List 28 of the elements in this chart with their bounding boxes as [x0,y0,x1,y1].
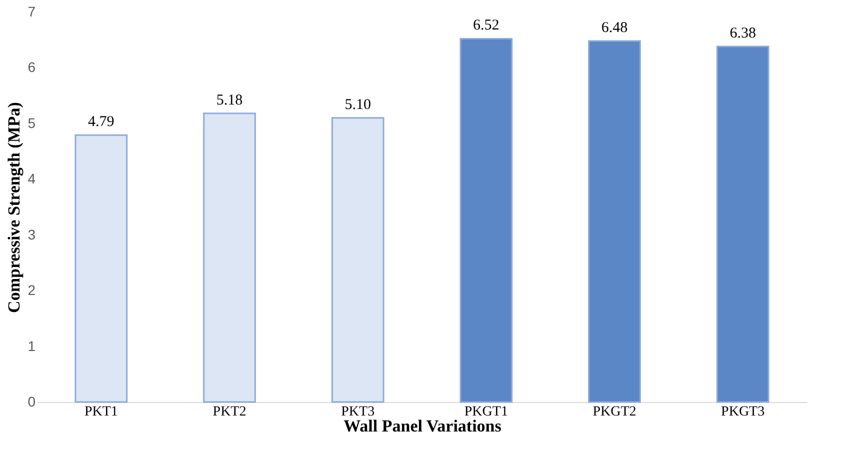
x-axis-title: Wall Panel Variations [344,416,502,436]
data-label: 6.48 [601,20,628,36]
data-label: 6.52 [473,18,500,34]
y-tick-label: 4 [28,170,36,187]
x-tick-label: PKT2 [212,404,246,420]
y-tick-label: 0 [28,394,36,410]
x-tick-label: PKGT2 [592,404,636,420]
data-label: 5.10 [344,96,371,113]
bar [331,117,384,403]
y-tick-label: 7 [28,4,36,20]
x-tick-label: PKT3 [341,404,375,420]
x-tick-label: PKT1 [84,404,118,420]
data-label: 6.38 [730,26,756,42]
y-axis-title: Compressive Strength (MPa) [4,102,24,313]
bar [588,40,641,403]
x-tick-label: PKGT3 [721,404,765,420]
data-label: 4.79 [88,114,114,130]
bar [203,112,256,403]
bar [460,38,513,403]
bar [74,134,128,403]
y-tick-label: 3 [28,226,36,242]
y-tick-label: 5 [28,114,36,131]
data-label: 5.18 [216,92,243,108]
y-tick-label: 6 [28,59,36,76]
y-tick-label: 1 [28,338,36,354]
bar [716,46,770,403]
y-tick-label: 2 [28,282,36,298]
x-tick-label: PKGT1 [464,404,508,420]
